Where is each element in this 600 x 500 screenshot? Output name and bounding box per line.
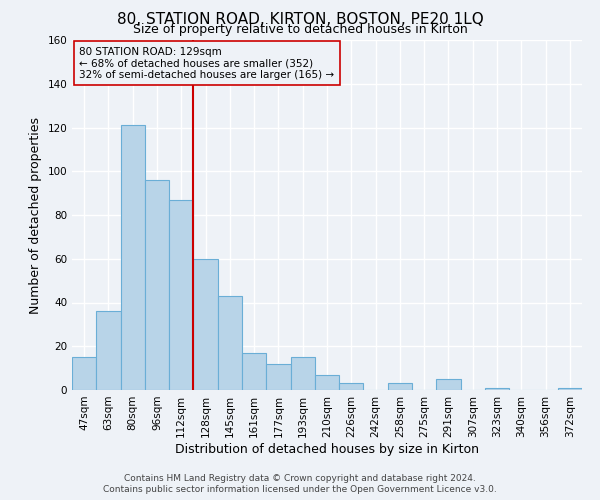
X-axis label: Distribution of detached houses by size in Kirton: Distribution of detached houses by size … [175,442,479,456]
Bar [339,384,364,390]
Bar [242,353,266,390]
Bar [96,311,121,390]
Bar [266,364,290,390]
Bar [121,126,145,390]
Bar [169,200,193,390]
Bar [485,388,509,390]
Bar [290,357,315,390]
Bar [315,374,339,390]
Bar [218,296,242,390]
Bar [193,259,218,390]
Text: Contains HM Land Registry data © Crown copyright and database right 2024.
Contai: Contains HM Land Registry data © Crown c… [103,474,497,494]
Bar [388,384,412,390]
Text: Size of property relative to detached houses in Kirton: Size of property relative to detached ho… [133,22,467,36]
Y-axis label: Number of detached properties: Number of detached properties [29,116,42,314]
Bar [558,388,582,390]
Bar [145,180,169,390]
Text: 80, STATION ROAD, KIRTON, BOSTON, PE20 1LQ: 80, STATION ROAD, KIRTON, BOSTON, PE20 1… [116,12,484,28]
Bar [436,379,461,390]
Text: 80 STATION ROAD: 129sqm
← 68% of detached houses are smaller (352)
32% of semi-d: 80 STATION ROAD: 129sqm ← 68% of detache… [79,46,334,80]
Bar [72,357,96,390]
